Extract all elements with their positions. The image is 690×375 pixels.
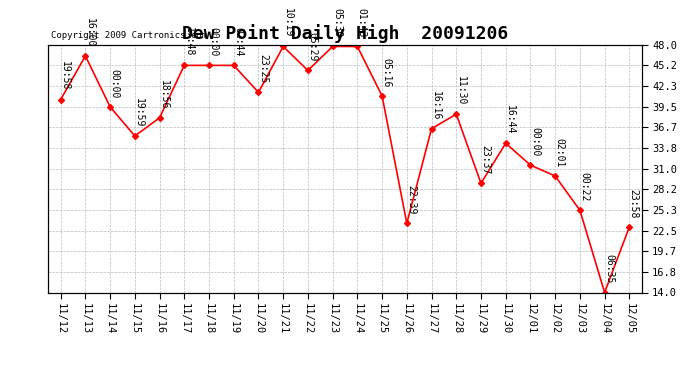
Text: 23:58: 23:58 bbox=[629, 189, 639, 218]
Text: 16:44: 16:44 bbox=[505, 105, 515, 135]
Text: 16:16: 16:16 bbox=[431, 91, 441, 120]
Text: 02:01: 02:01 bbox=[555, 138, 564, 167]
Text: 00:00: 00:00 bbox=[208, 27, 219, 57]
Text: 23:37: 23:37 bbox=[480, 145, 491, 175]
Text: 17:48: 17:48 bbox=[184, 27, 194, 57]
Text: 00:00: 00:00 bbox=[110, 69, 119, 98]
Text: 00:22: 00:22 bbox=[580, 172, 589, 201]
Text: Copyright 2009 Cartronics.com: Copyright 2009 Cartronics.com bbox=[51, 31, 207, 40]
Text: 19:58: 19:58 bbox=[60, 62, 70, 91]
Text: 23:25: 23:25 bbox=[258, 54, 268, 84]
Text: 16:00: 16:00 bbox=[85, 18, 95, 47]
Text: 00:00: 00:00 bbox=[530, 127, 540, 156]
Text: 22:39: 22:39 bbox=[406, 185, 416, 214]
Text: 05:29: 05:29 bbox=[307, 32, 317, 62]
Text: 05:16: 05:16 bbox=[382, 58, 391, 87]
Text: 10:19: 10:19 bbox=[283, 8, 293, 38]
Title: Dew Point Daily High  20091206: Dew Point Daily High 20091206 bbox=[182, 24, 508, 44]
Text: 02:44: 02:44 bbox=[233, 27, 243, 57]
Text: 18:56: 18:56 bbox=[159, 80, 169, 109]
Text: 06:35: 06:35 bbox=[604, 254, 614, 284]
Text: 19:59: 19:59 bbox=[135, 98, 144, 127]
Text: 01:43: 01:43 bbox=[357, 8, 367, 38]
Text: 05:30: 05:30 bbox=[332, 8, 342, 38]
Text: 11:30: 11:30 bbox=[455, 76, 466, 105]
